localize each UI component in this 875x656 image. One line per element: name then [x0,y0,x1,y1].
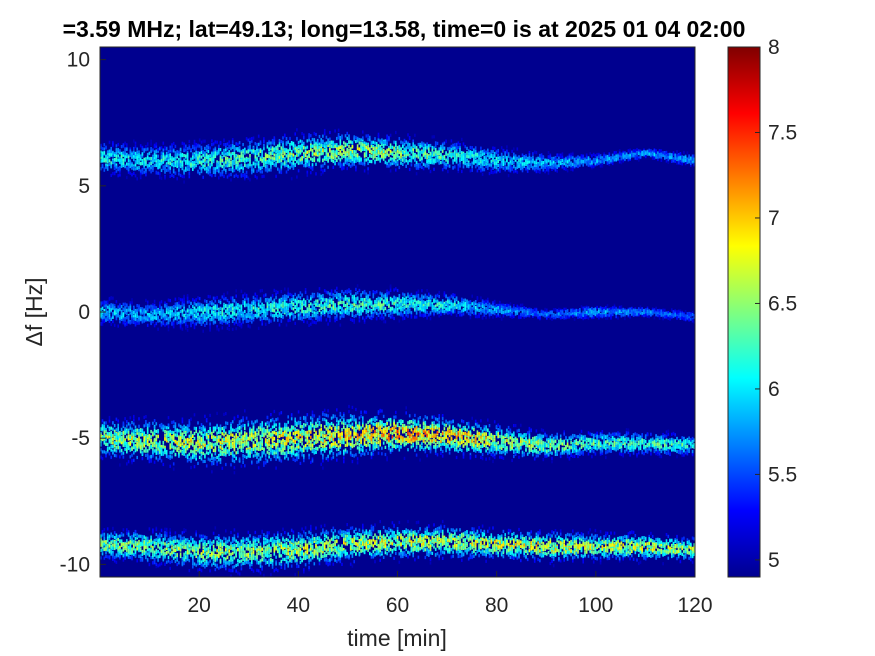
colorbar-frame [727,46,761,578]
colorbar-tick-label: 7.5 [768,121,797,144]
y-tick-label: 0 [78,301,90,324]
colorbar-ticks: 8 7.5 7 6.5 6 5.5 5 [727,36,797,578]
spectral-band-3 [100,404,695,475]
colorbar-tick-label: 5.5 [768,463,797,486]
x-axis-ticks: 20 40 60 80 100 120 [187,571,713,617]
colorbar [728,47,760,577]
spectral-band-4 [100,519,695,577]
y-axis-label: Δf [Hz] [21,277,47,346]
plot-frame [99,46,696,578]
y-tick-label: 10 [67,49,90,72]
colorbar-tick-label: 6.5 [768,292,797,315]
x-tick-label: 80 [485,594,508,617]
y-tick-label: -10 [60,553,90,576]
spectral-band-1 [100,128,695,184]
x-tick-label: 60 [386,594,409,617]
colorbar-tick-label: 8 [768,36,780,59]
x-tick-label: 100 [578,594,613,617]
spectral-band-2 [100,284,695,333]
y-axis-ticks: 10 5 0 -5 -10 [60,49,106,576]
heatmap-layer [100,128,695,577]
chart-title: =3.59 MHz; lat=49.13; long=13.58, time=0… [63,16,746,42]
colorbar-tick-label: 5 [768,549,780,572]
x-tick-label: 20 [187,594,210,617]
x-tick-label: 120 [677,594,712,617]
x-axis-label: time [min] [347,625,447,651]
y-tick-label: 5 [78,175,90,198]
colorbar-tick-label: 6 [768,378,780,401]
x-tick-label: 40 [287,594,310,617]
colorbar-tick-label: 7 [768,207,780,230]
y-tick-label: -5 [71,427,90,450]
